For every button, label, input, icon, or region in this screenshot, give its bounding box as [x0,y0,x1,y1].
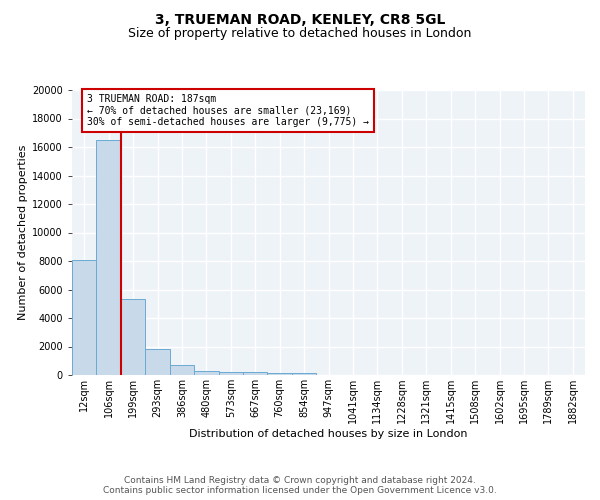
Bar [97,140,121,375]
Bar [218,372,243,375]
X-axis label: Distribution of detached houses by size in London: Distribution of detached houses by size … [189,429,468,439]
Bar [145,348,170,375]
Text: Size of property relative to detached houses in London: Size of property relative to detached ho… [128,28,472,40]
Bar [170,365,194,375]
Bar [243,372,268,375]
Bar [72,260,97,375]
Bar [292,373,316,375]
Text: Contains HM Land Registry data © Crown copyright and database right 2024.
Contai: Contains HM Land Registry data © Crown c… [103,476,497,495]
Bar [268,372,292,375]
Bar [194,370,218,375]
Bar [121,300,145,375]
Text: 3 TRUEMAN ROAD: 187sqm
← 70% of detached houses are smaller (23,169)
30% of semi: 3 TRUEMAN ROAD: 187sqm ← 70% of detached… [86,94,368,128]
Y-axis label: Number of detached properties: Number of detached properties [18,145,28,320]
Text: 3, TRUEMAN ROAD, KENLEY, CR8 5GL: 3, TRUEMAN ROAD, KENLEY, CR8 5GL [155,12,445,26]
